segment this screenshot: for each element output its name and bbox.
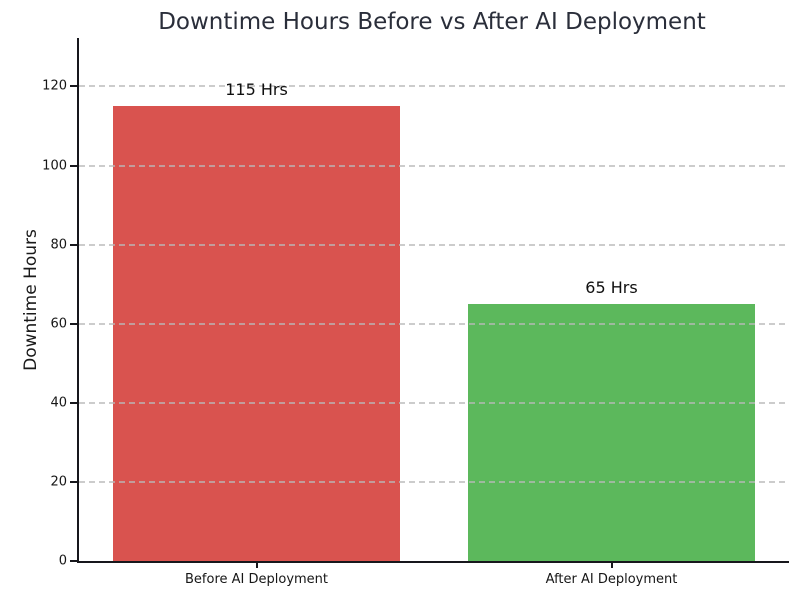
y-tick-label: 120 [42,78,67,94]
gridline [79,85,789,88]
bar-value-label: 65 Hrs [585,277,638,297]
bar-value-label: 115 Hrs [225,80,288,100]
y-tick-mark [70,401,77,404]
y-tick-label: 60 [50,316,67,332]
y-tick-mark [70,560,77,562]
bar [468,303,755,561]
chart-title: Downtime Hours Before vs After AI Deploy… [158,9,706,35]
y-tick-label: 20 [50,474,67,490]
y-tick-mark [70,243,77,246]
x-tick-label: Before AI Deployment [184,572,329,587]
y-tick-label: 40 [50,395,67,411]
y-tick-label: 100 [42,158,67,174]
y-tick-mark [70,322,77,325]
y-tick-mark [70,164,77,167]
x-tick-mark [610,563,613,568]
y-tick-label: 80 [50,237,67,253]
y-tick-mark [70,85,77,88]
x-tick-label: After AI Deployment [545,572,678,587]
x-tick-mark [255,563,258,568]
plot-area: 0 20 40 60 80 100 120 115 Hrs Before AI Deployme… [42,38,789,587]
bar [113,106,400,561]
y-tick-mark [70,480,77,483]
y-tick-label: 0 [58,553,67,569]
y-axis-label: Downtime Hours [21,229,41,371]
